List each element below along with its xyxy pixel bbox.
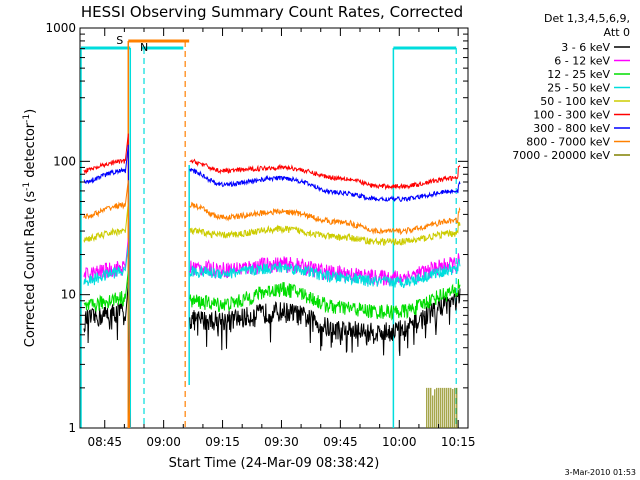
saa-label: S <box>116 34 123 47</box>
series-line <box>83 180 461 429</box>
x-tick-label: 09:00 <box>146 435 181 449</box>
series-line <box>83 144 461 429</box>
series-line <box>83 133 461 429</box>
footer-timestamp: 3-Mar-2010 01:53 <box>565 468 636 477</box>
y-tick-label: 10 <box>61 288 76 302</box>
plot-frame <box>79 27 469 429</box>
series-line <box>426 387 458 428</box>
legend-header-1: Det 1,3,4,5,6,9, <box>544 12 630 25</box>
legend-label: 6 - 12 keV <box>554 55 610 68</box>
y-axis-label: Corrected Count Rate (s-1 detector-1) <box>22 109 38 347</box>
series-line <box>83 270 461 429</box>
x-tick-label: 09:30 <box>264 435 299 449</box>
y-axis-label-sup1: -1 <box>22 182 32 191</box>
series-line <box>83 202 461 429</box>
x-tick-label: 09:15 <box>205 435 240 449</box>
y-axis-label-end: ) <box>23 109 38 114</box>
y-axis-label-mid: detector <box>23 122 38 182</box>
legend-label: 50 - 100 keV <box>540 95 610 108</box>
legend-label: 3 - 6 keV <box>561 41 610 54</box>
series-layer <box>83 133 461 429</box>
legend-label: 100 - 300 keV <box>533 109 610 122</box>
x-axis-label: Start Time (24-Mar-09 08:38:42) <box>169 456 380 471</box>
x-tick-label: 10:00 <box>382 435 417 449</box>
legend-label: 7000 - 20000 keV <box>512 149 610 162</box>
legend-label: 25 - 50 keV <box>547 82 610 95</box>
y-axis-label-main: Corrected Count Rate (s <box>23 191 38 348</box>
x-tick-label: 10:15 <box>441 435 476 449</box>
x-tick-label: 09:45 <box>323 435 358 449</box>
x-axis: 08:45 09:00 09:15 09:30 09:45 10:00 10:15 <box>87 28 475 449</box>
legend-label: 12 - 25 keV <box>547 68 610 81</box>
y-axis: 1 10 100 1000 <box>45 21 468 435</box>
legend-label: 800 - 7000 keV <box>526 136 610 149</box>
chart-title: HESSI Observing Summary Count Rates, Cor… <box>81 3 463 21</box>
x-tick-label: 08:45 <box>87 435 122 449</box>
series-line <box>83 282 461 429</box>
y-tick-label: 1000 <box>45 21 76 35</box>
legend-header-2: Att 0 <box>604 26 630 39</box>
y-tick-label: 1 <box>68 421 76 435</box>
y-tick-label: 100 <box>53 154 76 168</box>
legend-label: 300 - 800 keV <box>533 122 610 135</box>
y-axis-label-sup2: -1 <box>22 114 32 123</box>
observation-flags: SN <box>80 34 457 428</box>
series-line <box>83 244 461 429</box>
night-label: N <box>140 41 148 54</box>
